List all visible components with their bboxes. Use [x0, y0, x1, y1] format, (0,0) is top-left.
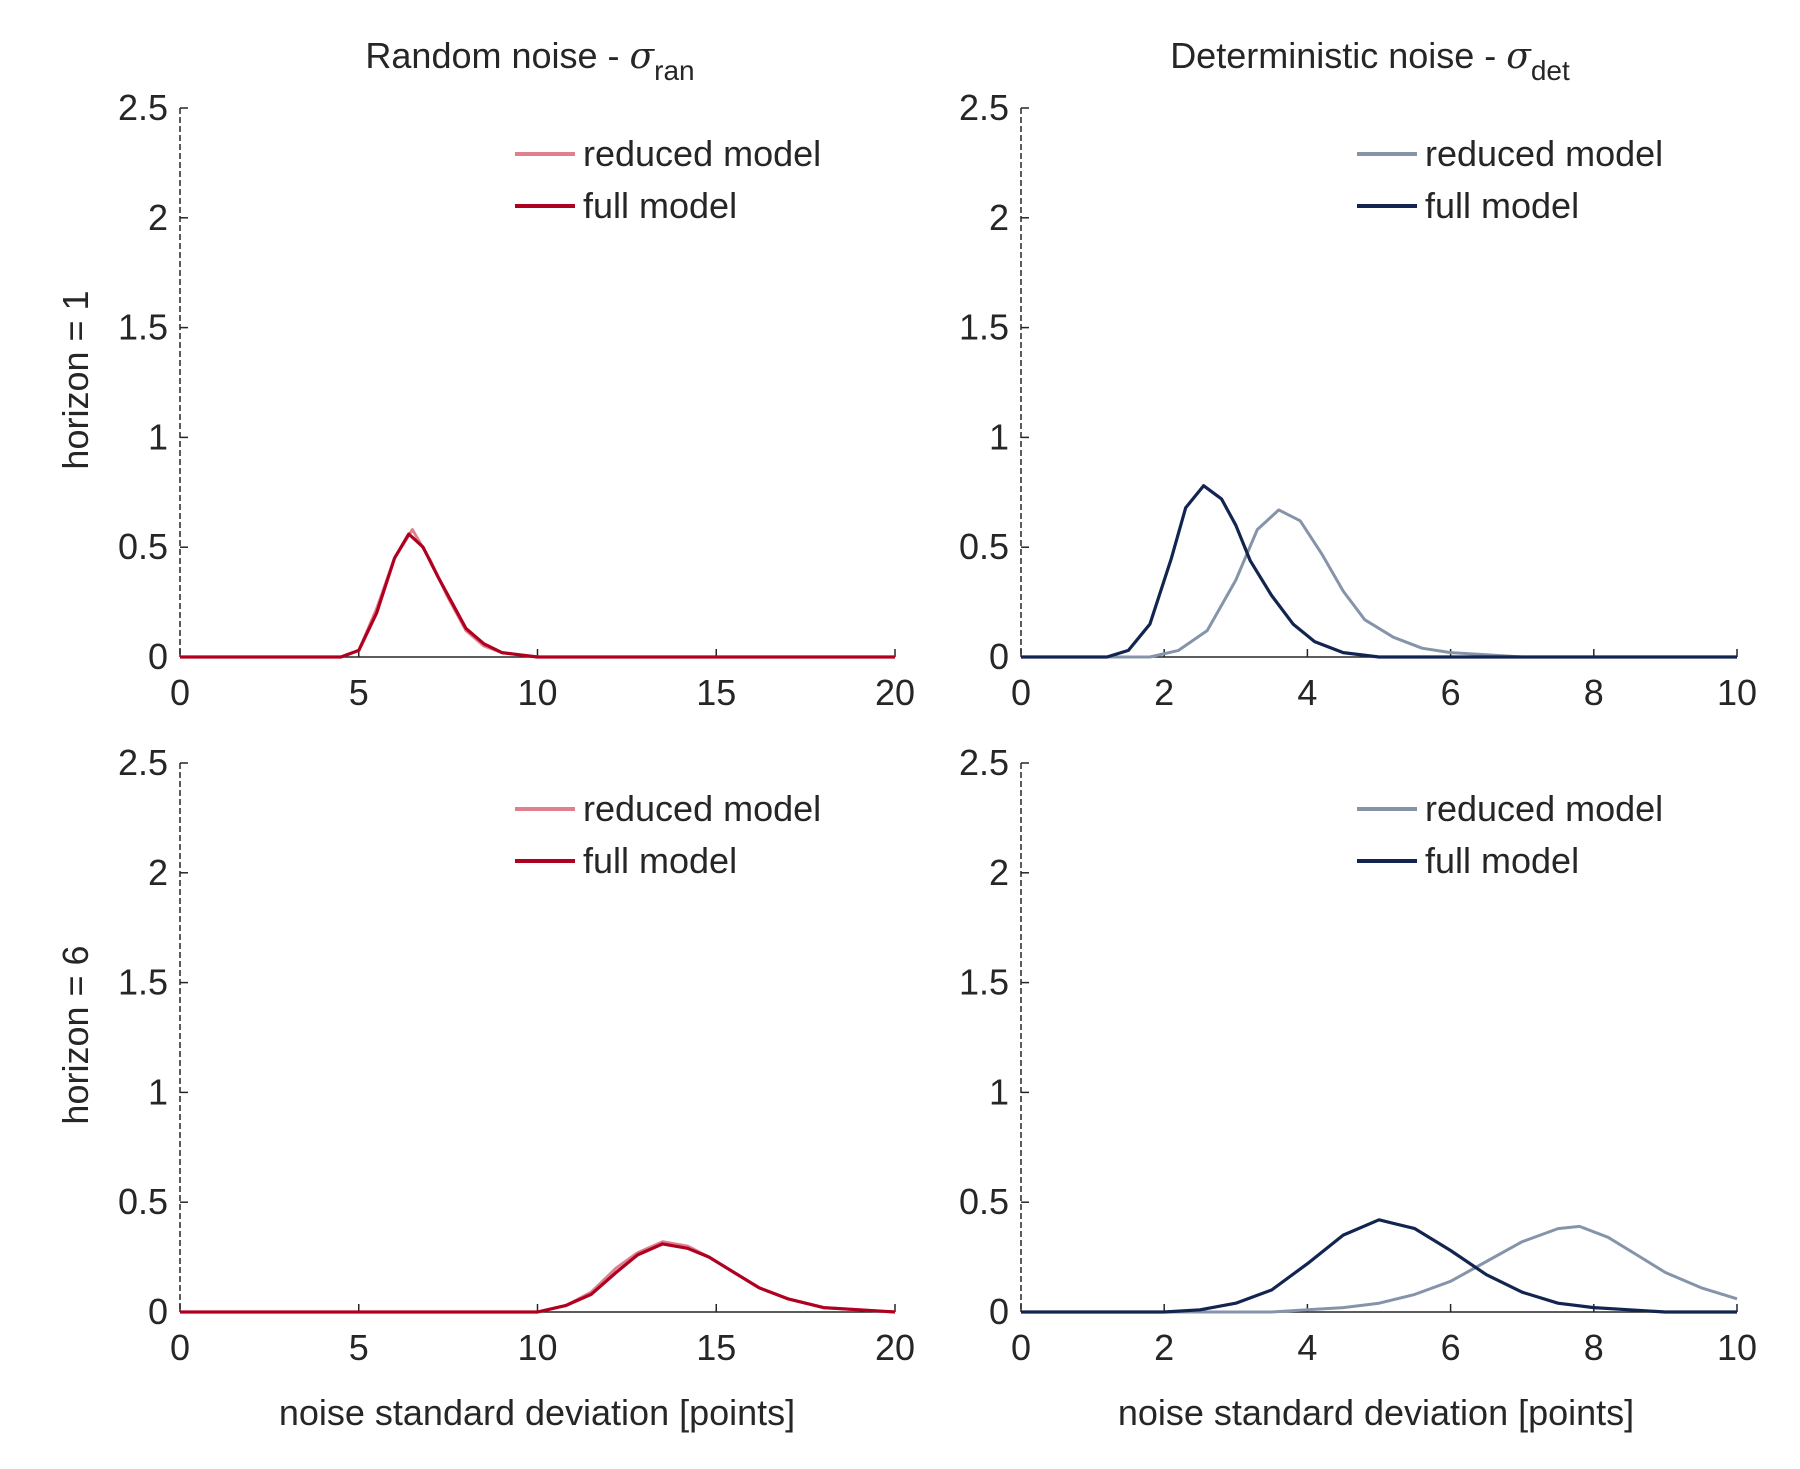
- x-tick-label: 15: [696, 1327, 736, 1368]
- column-title-deterministic-symbol: σ: [1506, 36, 1532, 77]
- legend-label-full-model: full model: [583, 840, 737, 881]
- series-line-reduced-model: [1021, 508, 1737, 659]
- y-tick-label: 2: [989, 197, 1009, 238]
- row-label-horizon-1: horizon = 1: [55, 290, 96, 469]
- legend-label-full-model: full model: [1425, 185, 1579, 226]
- legend-label-reduced-model: reduced model: [583, 788, 821, 829]
- x-tick-label: 20: [875, 1327, 915, 1368]
- y-tick-label: 0.5: [959, 526, 1009, 567]
- legend-label-full-model: full model: [1425, 840, 1579, 881]
- x-tick-label: 2: [1154, 1327, 1174, 1368]
- legend-label-reduced-model: reduced model: [1425, 788, 1663, 829]
- y-tick-label: 2.5: [959, 87, 1009, 128]
- series-line-full-model: [1021, 1218, 1737, 1314]
- y-tick-label: 2.5: [118, 87, 168, 128]
- x-tick-label: 0: [170, 672, 190, 713]
- series-line-reduced-model: [1021, 1224, 1738, 1314]
- y-tick-label: 0: [989, 636, 1009, 677]
- x-tick-label: 10: [517, 672, 557, 713]
- xlabel-left: noise standard deviation [points]: [279, 1392, 795, 1433]
- legend-label-reduced-model: reduced model: [583, 133, 821, 174]
- y-tick-label: 1.5: [959, 962, 1009, 1003]
- column-title-random: Random noise - σran: [365, 35, 694, 86]
- x-tick-label: 6: [1441, 1327, 1461, 1368]
- panel-top-left: 0 0.5 1 1.5 2 2.5 0 5 10 15 20 reduced model full mo…: [118, 87, 915, 713]
- column-title-deterministic: Deterministic noise - σdet: [1170, 35, 1570, 86]
- y-tick-label: 1.5: [118, 962, 168, 1003]
- series-line-reduced-model: [180, 528, 895, 659]
- x-tick-label: 6: [1441, 672, 1461, 713]
- y-tick-label: 0: [148, 1291, 168, 1332]
- x-tick-label: 0: [170, 1327, 190, 1368]
- x-tick-label: 8: [1584, 1327, 1604, 1368]
- y-tick-label: 2: [148, 197, 168, 238]
- row-label-horizon-6: horizon = 6: [55, 945, 96, 1124]
- y-tick-label: 0: [148, 636, 168, 677]
- x-tick-label: 4: [1297, 672, 1317, 713]
- x-tick-label: 5: [349, 1327, 369, 1368]
- panel-bottom-right: 0 0.5 1 1.5 2 2.5 0 2 4 6 8 10 reduced model full mod…: [959, 742, 1757, 1368]
- y-tick-label: 0.5: [959, 1181, 1009, 1222]
- series-line-full-model: [180, 532, 895, 659]
- x-tick-label: 10: [1717, 672, 1757, 713]
- x-tick-label: 10: [1717, 1327, 1757, 1368]
- series-line-full-model: [1021, 484, 1737, 659]
- x-tick-label: 20: [875, 672, 915, 713]
- y-tick-label: 1.5: [118, 307, 168, 348]
- x-tick-label: 0: [1011, 672, 1031, 713]
- column-title-deterministic-subscript: det: [1531, 55, 1570, 86]
- x-tick-label: 8: [1584, 672, 1604, 713]
- x-tick-label: 10: [517, 1327, 557, 1368]
- y-tick-label: 1: [148, 1071, 168, 1112]
- y-tick-label: 0.5: [118, 526, 168, 567]
- column-title-random-main: Random noise -: [365, 35, 629, 76]
- x-tick-label: 2: [1154, 672, 1174, 713]
- x-tick-label: 15: [696, 672, 736, 713]
- y-tick-label: 1.5: [959, 307, 1009, 348]
- y-tick-label: 0.5: [118, 1181, 168, 1222]
- series-line-full-model: [180, 1242, 896, 1314]
- column-title-random-symbol: σ: [630, 36, 656, 77]
- y-tick-label: 1: [989, 1071, 1009, 1112]
- y-tick-label: 2: [989, 852, 1009, 893]
- legend-label-reduced-model: reduced model: [1425, 133, 1663, 174]
- y-tick-label: 2.5: [118, 742, 168, 783]
- column-title-random-subscript: ran: [654, 55, 694, 86]
- panel-bottom-left: 0 0.5 1 1.5 2 2.5 0 5 10 15 20 reduced model full mo…: [118, 742, 915, 1368]
- x-tick-label: 5: [349, 672, 369, 713]
- series-line-reduced-model: [180, 1240, 896, 1314]
- y-tick-label: 2.5: [959, 742, 1009, 783]
- x-tick-label: 4: [1297, 1327, 1317, 1368]
- y-tick-label: 2: [148, 852, 168, 893]
- y-tick-label: 1: [148, 416, 168, 457]
- column-title-deterministic-main: Deterministic noise -: [1170, 35, 1506, 76]
- y-tick-label: 1: [989, 416, 1009, 457]
- x-tick-label: 0: [1011, 1327, 1031, 1368]
- y-tick-label: 0: [989, 1291, 1009, 1332]
- legend-label-full-model: full model: [583, 185, 737, 226]
- xlabel-right: noise standard deviation [points]: [1118, 1392, 1634, 1433]
- panel-top-right: 0 0.5 1 1.5 2 2.5 0 2 4 6 8 10 reduced model full mod…: [959, 87, 1757, 713]
